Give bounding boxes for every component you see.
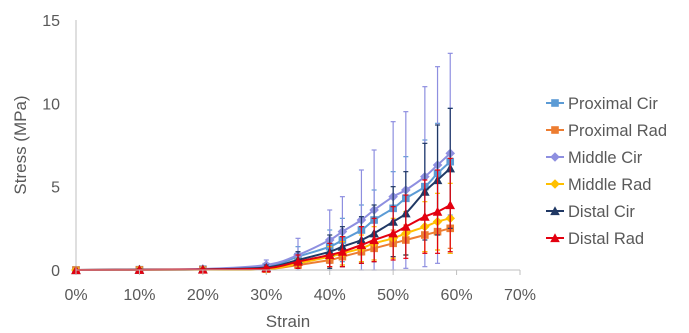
legend-item: Distal Cir [546,203,635,221]
y-tick-label: 15 [42,13,60,30]
data-point [134,265,145,274]
series-distal-cir [71,107,456,275]
legend-label: Middle Rad [568,176,651,194]
data-point [420,211,430,221]
data-point [337,246,348,256]
legend-label: Distal Cir [568,203,635,221]
y-tick-label: 10 [42,96,60,113]
plot-area [71,52,456,275]
y-axis-title: Stress (MPa) [11,95,30,194]
legend-item: Proximal Cir [546,95,658,113]
y-tick-label: 0 [51,263,60,280]
x-tick-label: 60% [441,287,473,304]
data-point [198,264,208,274]
legend-label: Middle Cir [568,149,643,167]
legend-item: Middle Cir [546,149,643,167]
legend-item: Distal Rad [546,230,644,248]
y-axis: 0 5 10 15 [42,13,77,280]
x-tick-label: 10% [123,287,155,304]
x-tick-label: 30% [250,287,282,304]
data-point [388,228,398,238]
x-tick-label: 70% [504,287,536,304]
legend-marker [551,126,559,134]
legend-marker [551,99,559,107]
legend-marker [550,152,560,162]
series-distal-rad [71,157,456,275]
legend-marker [550,206,560,216]
legend-label: Proximal Cir [568,95,658,113]
data-point [369,235,379,245]
series-proximal-cir [72,107,455,274]
legend-label: Distal Rad [568,230,644,248]
x-axis-title: Strain [266,312,310,331]
data-point [356,240,367,250]
legend: Proximal Cir Proximal Rad Middle Cir Middle… [546,95,667,248]
y-tick-label: 5 [51,180,60,197]
data-point [432,206,443,216]
x-tick-label: 20% [187,287,219,304]
data-point [445,200,456,210]
legend-label: Proximal Rad [568,122,667,140]
legend-item: Proximal Rad [546,122,667,140]
x-axis: 0% 10% 20% 30% 40% 50% 60% 70% [64,269,536,304]
data-point [401,221,411,231]
data-point [324,250,335,260]
x-tick-label: 0% [64,287,87,304]
legend-marker [550,233,560,243]
data-point [293,256,303,266]
legend-item: Middle Rad [546,176,651,194]
x-tick-label: 50% [377,287,409,304]
x-tick-label: 40% [314,287,346,304]
series-line [75,160,451,271]
legend-marker [550,179,560,189]
